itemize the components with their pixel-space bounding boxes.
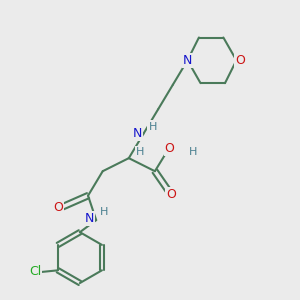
- Text: N: N: [85, 212, 94, 225]
- Text: Cl: Cl: [29, 266, 41, 278]
- Text: H: H: [136, 147, 144, 157]
- Text: O: O: [165, 142, 175, 155]
- Text: O: O: [53, 201, 63, 214]
- Text: O: O: [236, 54, 245, 67]
- Text: O: O: [166, 188, 176, 202]
- Text: N: N: [133, 127, 142, 140]
- Text: H: H: [148, 122, 157, 131]
- Text: N: N: [183, 54, 192, 67]
- Text: H: H: [189, 147, 197, 157]
- Text: H: H: [100, 207, 109, 217]
